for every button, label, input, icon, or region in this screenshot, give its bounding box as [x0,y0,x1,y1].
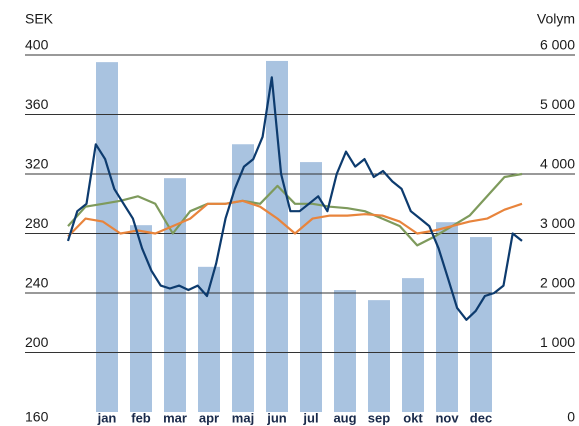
x-tick-label: maj [232,410,254,425]
y2-tick-label: 6 000 [540,37,575,53]
x-tick-label: aug [333,410,356,425]
y-tick-label: 200 [25,334,49,350]
x-tick-label: apr [199,410,219,425]
volume-bar [436,222,458,412]
y2-tick-label: 4 000 [540,156,575,172]
x-tick-label: nov [435,410,459,425]
volume-bar [164,178,186,412]
y2-tick-label: 0 [567,409,575,425]
x-tick-label: okt [403,410,423,425]
volume-bar [300,162,322,412]
x-tick-label: dec [470,410,492,425]
y-axis-title: SEK [25,11,54,27]
y2-tick-label: 3 000 [540,215,575,231]
y-tick-label: 160 [25,409,49,425]
volume-bar [402,278,424,412]
volume-bar [368,300,390,412]
volume-bar [266,60,288,412]
volume-bar [334,290,356,412]
price-line [67,172,523,247]
x-tick-label: feb [131,410,151,425]
price-line [67,199,523,238]
y-tick-label: 280 [25,215,49,231]
y-tick-label: 360 [25,96,49,112]
x-tick-label: sep [368,410,390,425]
y2-axis-title: Volym [537,11,575,27]
x-tick-label: mar [163,410,187,425]
volume-bar [130,225,152,412]
volume-bar [470,237,492,412]
y2-tick-label: 2 000 [540,275,575,291]
y2-tick-label: 1 000 [540,334,575,350]
y-tick-label: 320 [25,156,49,172]
x-tick-label: jun [266,410,287,425]
y-tick-label: 240 [25,275,49,291]
volume-bar [232,144,254,412]
volume-bar [198,266,220,412]
x-tick-label: jan [97,410,117,425]
y2-tick-label: 5 000 [540,96,575,112]
y-tick-label: 400 [25,37,49,53]
x-tick-label: jul [302,410,318,425]
price-line [66,76,523,321]
volume-bar [96,62,118,412]
